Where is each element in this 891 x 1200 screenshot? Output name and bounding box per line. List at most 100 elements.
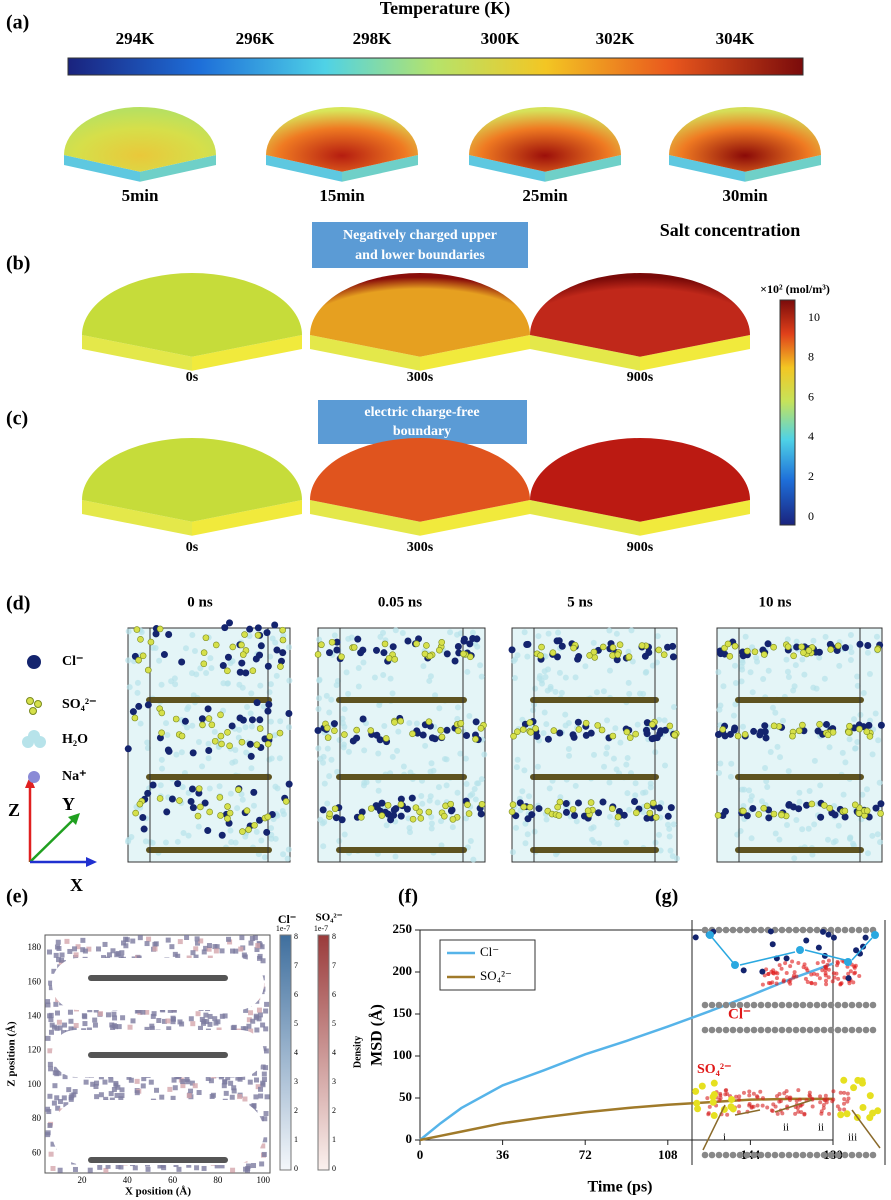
water <box>649 662 656 669</box>
disk-side <box>192 335 302 371</box>
water <box>626 806 633 813</box>
water <box>762 765 769 772</box>
disk-side <box>545 155 621 182</box>
water <box>387 675 394 682</box>
graphene <box>146 847 272 853</box>
water <box>400 763 407 770</box>
sulfate <box>599 643 607 651</box>
ion-track <box>823 971 828 976</box>
chloride <box>252 655 260 663</box>
water <box>267 653 274 660</box>
tracked-ion <box>796 946 804 954</box>
salt-colorbar <box>779 299 796 526</box>
water <box>793 816 800 823</box>
density-cell <box>206 943 212 949</box>
density-cell <box>263 1111 269 1117</box>
water <box>840 791 847 798</box>
water <box>190 692 197 699</box>
water <box>142 838 149 845</box>
graphene <box>530 847 659 853</box>
carbon <box>834 1151 842 1159</box>
ion-track <box>853 970 858 975</box>
water <box>469 791 476 798</box>
ion-label: Cl⁻ <box>728 1006 751 1022</box>
water <box>557 794 564 801</box>
density-cell <box>243 1007 249 1013</box>
density-cell <box>258 1086 264 1092</box>
chloride <box>661 726 669 734</box>
ion-track <box>819 1109 824 1114</box>
density-cell <box>48 1066 54 1072</box>
water <box>462 755 469 762</box>
carbon <box>743 926 751 934</box>
chloride <box>587 729 595 737</box>
ion-track <box>725 1112 730 1117</box>
density-cell <box>214 1163 220 1169</box>
water <box>572 674 579 681</box>
carbon <box>778 926 786 934</box>
water <box>463 815 470 822</box>
density-cell <box>101 955 107 961</box>
water <box>526 793 533 800</box>
chloride <box>224 653 232 661</box>
colorbar-tick-label: 296K <box>236 29 276 48</box>
carbon <box>701 926 709 934</box>
path-arrow <box>734 1109 761 1116</box>
density-cell <box>246 1023 252 1029</box>
density-cell <box>249 935 255 941</box>
density-cell <box>249 1103 255 1109</box>
density-cell <box>252 935 258 941</box>
chloride <box>263 629 271 637</box>
water <box>623 761 630 768</box>
density-cell <box>250 1018 256 1024</box>
density-cell <box>243 1166 249 1172</box>
chloride <box>443 650 451 658</box>
density-cell <box>239 935 245 941</box>
chloride <box>253 699 261 707</box>
sulfate <box>245 826 252 833</box>
ion-track <box>846 1096 851 1101</box>
density-cell <box>53 1066 59 1072</box>
carbon <box>855 1151 863 1159</box>
chloride <box>877 721 885 729</box>
chloride <box>785 801 793 809</box>
density-cell <box>56 945 62 951</box>
y-tick-label: 100 <box>393 1047 413 1062</box>
sulfate <box>660 651 668 659</box>
panel-label: (b) <box>6 253 30 275</box>
water <box>796 789 803 796</box>
chloride <box>319 806 327 814</box>
water <box>220 680 227 687</box>
carbon <box>729 926 737 934</box>
density-cell <box>120 1015 126 1021</box>
density-cell <box>115 1084 121 1090</box>
ion-track <box>765 1105 770 1110</box>
chloride <box>373 731 381 739</box>
water <box>315 745 322 752</box>
chloride <box>129 708 137 716</box>
water <box>173 751 180 758</box>
y-axis-label: Z position (Å) <box>6 1021 18 1087</box>
sulfate <box>195 785 203 792</box>
water <box>399 630 406 637</box>
chloride <box>783 955 790 962</box>
sulfate <box>837 1111 845 1119</box>
water <box>530 707 537 714</box>
sulfate <box>178 732 186 740</box>
density-cell <box>210 1092 216 1098</box>
chloride <box>178 658 186 666</box>
density-cell <box>258 1116 264 1122</box>
chloride <box>256 716 264 724</box>
water <box>242 724 249 731</box>
ion-track <box>780 1111 785 1116</box>
carbon <box>806 1026 814 1034</box>
density-cell <box>119 1087 125 1093</box>
density-cell <box>86 946 92 952</box>
ion-track <box>762 973 767 978</box>
density-cell <box>75 944 81 950</box>
x-tick-label: 108 <box>658 1147 678 1162</box>
chloride <box>189 785 197 793</box>
colorbar-tick-label: 8 <box>332 932 336 941</box>
sulfate <box>276 729 284 737</box>
carbon <box>750 1151 758 1159</box>
